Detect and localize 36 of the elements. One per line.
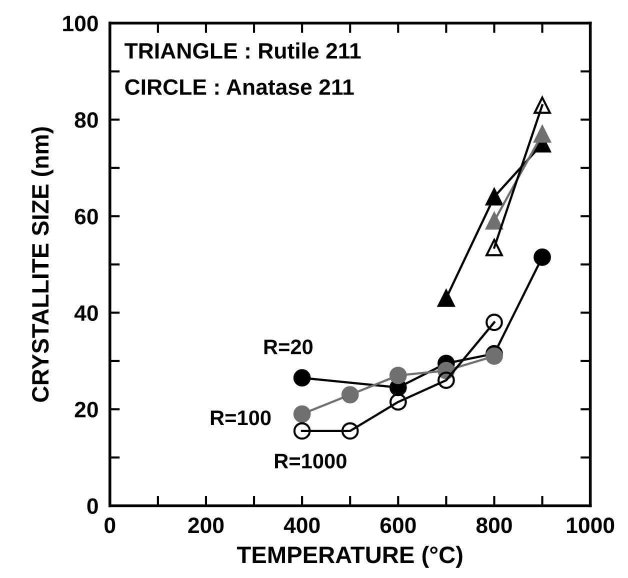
- y-tick-label: 40: [74, 305, 98, 321]
- point: [486, 238, 503, 256]
- annotation: TRIANGLE : Rutile 211: [124, 42, 361, 59]
- y-tick-label: 60: [74, 208, 98, 224]
- point: [486, 188, 503, 206]
- y-tick-label: 80: [74, 112, 98, 128]
- x-tick-label: 400: [284, 517, 320, 534]
- series-label: R=1000: [275, 454, 346, 468]
- y-axis-title: CRYSTALLITE SIZE (nm): [31, 127, 54, 402]
- x-tick-label: 0: [104, 517, 116, 534]
- point: [389, 366, 407, 384]
- point: [486, 347, 503, 365]
- point: [341, 386, 359, 404]
- x-tick-label: 800: [476, 517, 512, 534]
- x-axis-title: TEMPERATURE (°C): [237, 546, 462, 568]
- point: [341, 422, 359, 440]
- series-label: R=100: [210, 410, 271, 426]
- point: [534, 96, 551, 114]
- y-tick-label: 100: [63, 16, 98, 32]
- point: [486, 212, 503, 230]
- y-tick-label: 20: [74, 402, 98, 418]
- x-tick-label: 600: [380, 517, 416, 534]
- y-tick-label: 0: [87, 498, 98, 514]
- point: [293, 405, 311, 423]
- x-tick-label: 1000: [567, 517, 614, 534]
- series-label: R=20: [264, 340, 313, 354]
- point: [293, 369, 311, 387]
- point: [438, 290, 455, 307]
- point: [438, 372, 455, 389]
- point: [534, 248, 551, 266]
- point: [389, 393, 407, 411]
- point: [293, 422, 311, 440]
- point: [534, 125, 551, 143]
- x-tick-label: 200: [188, 517, 224, 534]
- point: [486, 314, 503, 332]
- annotation: CIRCLE : Anatase 211: [125, 79, 354, 95]
